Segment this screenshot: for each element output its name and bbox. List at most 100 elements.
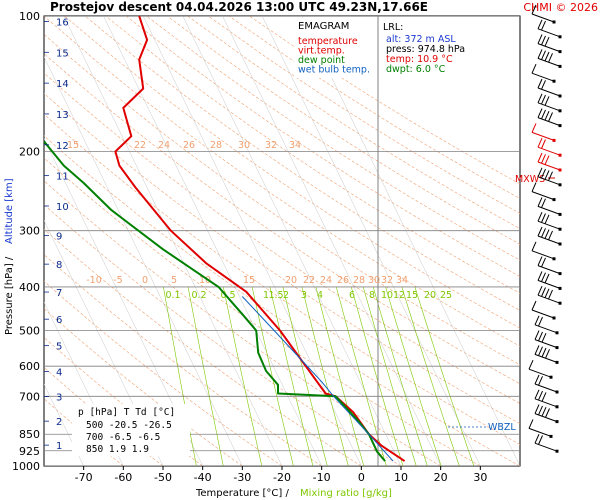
- altitude-tick-label: 11: [56, 172, 69, 183]
- temperature-tick-label: 30: [473, 471, 487, 484]
- temperature-tick-label: -50: [154, 471, 172, 484]
- dry-adiabat-label: 10: [199, 275, 211, 286]
- dry-adiabat-label: 15: [67, 140, 79, 151]
- wind-barb-feather: [534, 315, 540, 326]
- mixing-ratio-label: 3: [301, 290, 307, 301]
- dry-adiabat-line: [44, 308, 243, 466]
- isotherm-line: [63, 16, 283, 466]
- wind-barb-dot: [555, 360, 559, 364]
- wbzl-label: WBZL: [488, 422, 516, 433]
- y-axis-label-pressure: Pressure [hPa] /: [4, 256, 15, 335]
- wind-barb-feather: [544, 96, 550, 106]
- wind-barb-feather: [548, 53, 553, 63]
- wind-barb-feather: [541, 168, 546, 179]
- altitude-tick-label: 5: [56, 342, 62, 353]
- wind-barb-dot: [552, 138, 556, 142]
- wind-barb-feather: [541, 272, 546, 282]
- wind-barb-dot: [558, 94, 562, 98]
- wind-barb-feather: [545, 408, 550, 418]
- legend-item: dew point: [298, 55, 345, 66]
- wind-barb-feather: [541, 109, 546, 120]
- dry-adiabat-label: 15: [243, 275, 255, 286]
- dry-adiabat-label: -10: [86, 275, 102, 286]
- wind-barb-staff: [531, 72, 555, 82]
- dry-adiabat-line: [44, 228, 362, 466]
- wind-barb-feather: [538, 316, 543, 327]
- altitude-tick-label: 16: [56, 17, 69, 28]
- wind-barb-dot: [558, 183, 562, 187]
- altitude-tick-label: 10: [56, 202, 69, 213]
- mixing-ratio-label: 2: [283, 290, 289, 301]
- mixing-ratio-label: 1: [263, 290, 269, 301]
- wind-barb-feather: [541, 287, 546, 297]
- wind-barb-feather: [548, 230, 553, 241]
- lrl-temp: temp: 10.9 °C: [386, 54, 453, 65]
- altitude-tick-label: 4: [56, 367, 62, 378]
- summary-table-row: 850 1.9 1.9: [86, 444, 149, 455]
- isotherm-line: [44, 383, 84, 466]
- wind-barb-feather: [544, 288, 550, 299]
- mxws-label: MXWS: [515, 174, 545, 185]
- wind-barb-feather: [545, 349, 550, 359]
- dry-adiabat-label: 32: [265, 140, 277, 151]
- wind-barb-feather: [537, 49, 543, 59]
- isotherm-line: [301, 16, 520, 466]
- wind-barb-feather: [537, 256, 543, 266]
- summary-table-row: 700 -6.5 -6.5: [86, 432, 160, 443]
- wind-barb-feather: [531, 241, 537, 252]
- wind-barb-feather: [544, 273, 550, 284]
- mixing-ratio-label: 12: [393, 290, 405, 301]
- wind-barb-feather: [534, 389, 540, 400]
- wind-barb-feather: [544, 155, 550, 165]
- wind-barb-feather: [541, 406, 547, 417]
- temperature-tick-label: 0: [358, 471, 365, 484]
- wind-barb-staff: [528, 427, 552, 437]
- wind-barb-feather: [538, 405, 543, 416]
- wind-barb-feather: [537, 78, 543, 89]
- dry-adiabat-label: 20: [285, 275, 297, 286]
- wind-barb-dot: [552, 20, 556, 24]
- altitude-tick-label: 1: [56, 441, 62, 452]
- pressure-tick-labels: 100 200 300 400 500 600 700 850 925 1000: [12, 10, 40, 473]
- temperature-tick-labels: -70 -60 -50 -40 -30 -20 -10 0 10 20 30: [75, 466, 487, 484]
- mixing-ratio-label: 0.1: [165, 290, 180, 301]
- wind-barb-feather: [544, 51, 550, 62]
- legend-item: wet bulb temp.: [298, 65, 370, 76]
- wind-barb-feather: [544, 229, 550, 239]
- altitude-tick-label: 9: [56, 231, 62, 242]
- temperature-tick-label: -10: [313, 471, 331, 484]
- pressure-tick-label: 1000: [12, 460, 40, 473]
- dry-adiabat-label: 22: [303, 275, 315, 286]
- mixing-ratio-label: 15: [406, 290, 418, 301]
- wind-barb-feather: [541, 35, 546, 46]
- wind-barb-dot: [558, 272, 562, 276]
- isotherm-line: [44, 219, 164, 466]
- mixing-ratio-label: 1.5: [268, 290, 283, 301]
- lrl-box: [380, 18, 480, 78]
- series-line: [114, 16, 406, 462]
- mixing-ratio-label: 4: [317, 290, 323, 301]
- lrl-dwpt: dwpt: 6.0 °C: [386, 64, 446, 75]
- y-axis-label-altitude: Altitude [km]: [4, 178, 15, 244]
- temperature-tick-label: -30: [233, 471, 251, 484]
- altitude-tick-label: 15: [56, 48, 69, 59]
- wind-barb-feather: [528, 419, 534, 429]
- wind-barb-staff: [531, 250, 555, 260]
- wind-barb-feather: [541, 20, 546, 31]
- wind-barb-dot: [558, 212, 562, 216]
- legend-title: EMAGRAM: [298, 21, 349, 32]
- wind-barb-dot: [558, 64, 562, 68]
- dry-adiabat-line: [44, 92, 520, 425]
- wind-barb-staff: [531, 309, 555, 319]
- temperature-tick-label: 10: [394, 471, 408, 484]
- dry-adiabat-label: -5: [113, 275, 122, 286]
- wind-barb-feather: [531, 123, 537, 133]
- altitude-tick-label: 6: [56, 315, 62, 326]
- dry-adiabat-label: 5: [171, 275, 177, 286]
- dry-adiabat-label: 30: [368, 275, 380, 286]
- wind-barb-staff: [531, 13, 555, 23]
- altitude-tick-label: 12: [56, 141, 69, 152]
- wind-barb-feather: [538, 331, 543, 342]
- wind-barb-feather: [544, 170, 550, 180]
